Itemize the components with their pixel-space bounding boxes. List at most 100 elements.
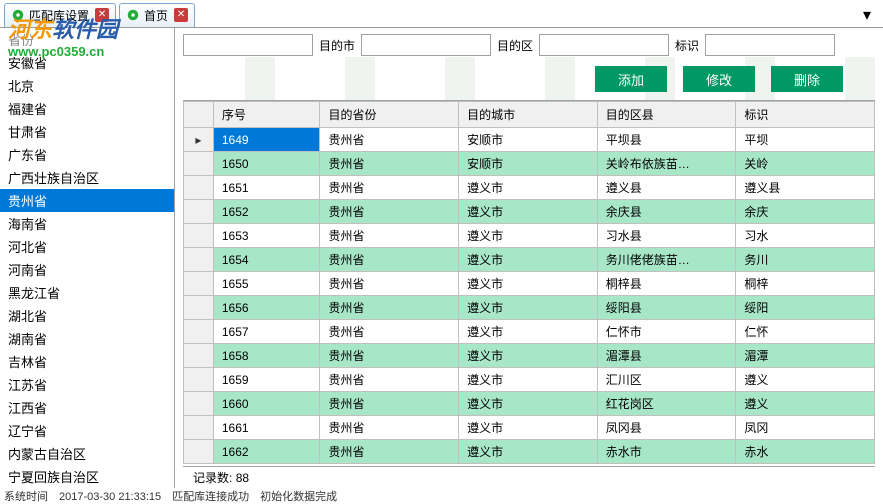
sidebar-item[interactable]: 贵州省 bbox=[0, 189, 174, 212]
sidebar-item[interactable]: 广西壮族自治区 bbox=[0, 166, 174, 189]
column-header[interactable]: 目的省份 bbox=[320, 102, 459, 128]
table-row[interactable]: 1653贵州省遵义市习水县习水 bbox=[184, 224, 875, 248]
table-cell: 赤水 bbox=[736, 440, 875, 464]
gear-icon bbox=[11, 8, 25, 22]
table-cell: 1659 bbox=[213, 368, 320, 392]
table-cell: 1652 bbox=[213, 200, 320, 224]
home-icon bbox=[126, 8, 140, 22]
table-row[interactable]: 1660贵州省遵义市红花岗区遵义 bbox=[184, 392, 875, 416]
table-cell: 余庆 bbox=[736, 200, 875, 224]
table-cell: 绥阳县 bbox=[597, 296, 736, 320]
table-row[interactable]: 1657贵州省遵义市仁怀市仁怀 bbox=[184, 320, 875, 344]
filter-input-mark[interactable] bbox=[705, 34, 835, 56]
table-cell: 遵义市 bbox=[459, 296, 598, 320]
table-cell: 凤冈县 bbox=[597, 416, 736, 440]
grid-wrap[interactable]: 序号目的省份目的城市目的区县标识 ▸1649贵州省安顺市平坝县平坝1650贵州省… bbox=[183, 100, 875, 466]
row-indicator bbox=[184, 440, 214, 464]
column-header[interactable]: 标识 bbox=[736, 102, 875, 128]
row-indicator bbox=[184, 416, 214, 440]
table-cell: 遵义市 bbox=[459, 320, 598, 344]
table-row[interactable]: 1650贵州省安顺市关岭布依族苗…关岭 bbox=[184, 152, 875, 176]
tabs-menu[interactable]: ▾ bbox=[863, 5, 879, 25]
add-button[interactable]: 添加 bbox=[595, 66, 667, 92]
table-cell: 湄潭 bbox=[736, 344, 875, 368]
close-icon[interactable]: ✕ bbox=[174, 8, 188, 22]
row-indicator bbox=[184, 248, 214, 272]
table-cell: 桐梓 bbox=[736, 272, 875, 296]
column-header[interactable]: 目的区县 bbox=[597, 102, 736, 128]
table-row[interactable]: 1661贵州省遵义市凤冈县凤冈 bbox=[184, 416, 875, 440]
column-header[interactable]: 目的城市 bbox=[459, 102, 598, 128]
table-cell: 绥阳 bbox=[736, 296, 875, 320]
sidebar-item[interactable]: 甘肃省 bbox=[0, 120, 174, 143]
table-cell: 贵州省 bbox=[320, 392, 459, 416]
sidebar-item[interactable]: 湖北省 bbox=[0, 304, 174, 327]
table-row[interactable]: 1658贵州省遵义市湄潭县湄潭 bbox=[184, 344, 875, 368]
table-cell: 关岭布依族苗… bbox=[597, 152, 736, 176]
table-cell: 遵义市 bbox=[459, 344, 598, 368]
table-cell: 1660 bbox=[213, 392, 320, 416]
record-label: 记录数: bbox=[193, 471, 232, 485]
sidebar-item[interactable]: 福建省 bbox=[0, 97, 174, 120]
sidebar-item[interactable]: 辽宁省 bbox=[0, 419, 174, 442]
table-cell: 贵州省 bbox=[320, 440, 459, 464]
sidebar-item[interactable]: 安徽省 bbox=[0, 51, 174, 74]
table-cell: 安顺市 bbox=[459, 128, 598, 152]
tab-settings[interactable]: 匹配库设置 ✕ bbox=[4, 3, 116, 27]
filter-input-city[interactable] bbox=[361, 34, 491, 56]
tabs-bar: 匹配库设置 ✕ 首页 ✕ ▾ bbox=[0, 0, 883, 28]
table-cell: 红花岗区 bbox=[597, 392, 736, 416]
table-row[interactable]: 1656贵州省遵义市绥阳县绥阳 bbox=[184, 296, 875, 320]
filter-input-district[interactable] bbox=[539, 34, 669, 56]
sidebar-item[interactable]: 黑龙江省 bbox=[0, 281, 174, 304]
row-indicator: ▸ bbox=[184, 128, 214, 152]
filter-label-mark: 标识 bbox=[675, 37, 699, 54]
edit-button[interactable]: 修改 bbox=[683, 66, 755, 92]
sidebar-item[interactable]: 广东省 bbox=[0, 143, 174, 166]
table-cell: 贵州省 bbox=[320, 416, 459, 440]
sidebar-item[interactable]: 宁夏回族自治区 bbox=[0, 465, 174, 488]
table-cell: 湄潭县 bbox=[597, 344, 736, 368]
sidebar-item[interactable]: 内蒙古自治区 bbox=[0, 442, 174, 465]
table-cell: 1661 bbox=[213, 416, 320, 440]
column-header[interactable]: 序号 bbox=[213, 102, 320, 128]
table-cell: 贵州省 bbox=[320, 368, 459, 392]
row-indicator bbox=[184, 272, 214, 296]
table-cell: 桐梓县 bbox=[597, 272, 736, 296]
sidebar-item[interactable]: 江苏省 bbox=[0, 373, 174, 396]
table-row[interactable]: 1659贵州省遵义市汇川区遵义 bbox=[184, 368, 875, 392]
sidebar-item[interactable]: 湖南省 bbox=[0, 327, 174, 350]
table-cell: 1650 bbox=[213, 152, 320, 176]
table-cell: 遵义县 bbox=[736, 176, 875, 200]
table-row[interactable]: 1651贵州省遵义市遵义县遵义县 bbox=[184, 176, 875, 200]
filter-input-1[interactable] bbox=[183, 34, 313, 56]
table-cell: 赤水市 bbox=[597, 440, 736, 464]
table-row[interactable]: 1662贵州省遵义市赤水市赤水 bbox=[184, 440, 875, 464]
sidebar-item[interactable]: 河南省 bbox=[0, 258, 174, 281]
footer: 系统时间 2017-03-30 21:33:15 匹配库连接成功 初始化数据完成 bbox=[0, 488, 883, 504]
close-icon[interactable]: ✕ bbox=[95, 8, 109, 22]
row-indicator bbox=[184, 368, 214, 392]
sidebar-item[interactable]: 北京 bbox=[0, 74, 174, 97]
filter-label-city: 目的市 bbox=[319, 37, 355, 54]
table-cell: 贵州省 bbox=[320, 224, 459, 248]
filter-row: 目的市 目的区 标识 bbox=[175, 28, 883, 62]
delete-button[interactable]: 删除 bbox=[771, 66, 843, 92]
table-row[interactable]: 1652贵州省遵义市余庆县余庆 bbox=[184, 200, 875, 224]
sidebar-item[interactable]: 海南省 bbox=[0, 212, 174, 235]
table-cell: 务川佬佬族苗… bbox=[597, 248, 736, 272]
table-cell: 1651 bbox=[213, 176, 320, 200]
sidebar-item[interactable]: 河北省 bbox=[0, 235, 174, 258]
data-grid: 序号目的省份目的城市目的区县标识 ▸1649贵州省安顺市平坝县平坝1650贵州省… bbox=[183, 101, 875, 464]
table-row[interactable]: ▸1649贵州省安顺市平坝县平坝 bbox=[184, 128, 875, 152]
row-indicator bbox=[184, 392, 214, 416]
table-cell: 遵义市 bbox=[459, 368, 598, 392]
table-cell: 遵义 bbox=[736, 392, 875, 416]
table-row[interactable]: 1654贵州省遵义市务川佬佬族苗…务川 bbox=[184, 248, 875, 272]
sidebar-item[interactable]: 江西省 bbox=[0, 396, 174, 419]
table-cell: 遵义市 bbox=[459, 176, 598, 200]
tab-home[interactable]: 首页 ✕ bbox=[119, 3, 195, 27]
table-row[interactable]: 1655贵州省遵义市桐梓县桐梓 bbox=[184, 272, 875, 296]
sidebar-item[interactable]: 吉林省 bbox=[0, 350, 174, 373]
filter-label-district: 目的区 bbox=[497, 37, 533, 54]
